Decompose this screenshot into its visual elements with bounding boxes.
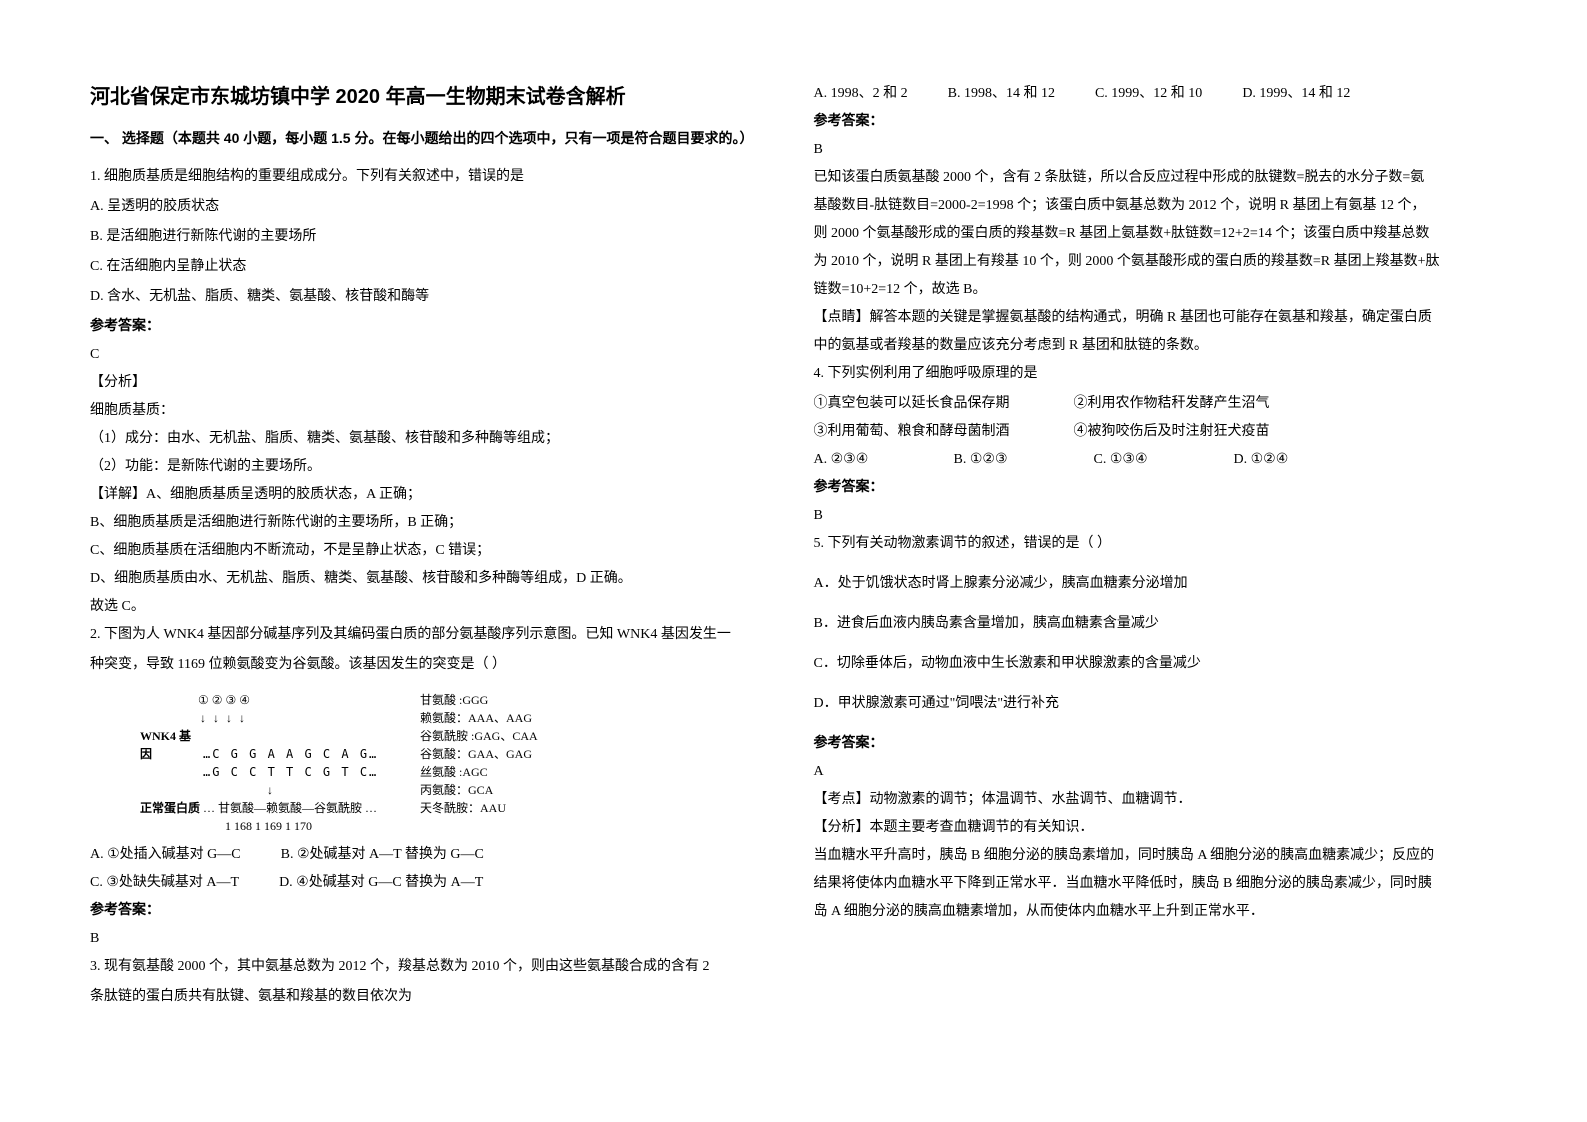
- q5-kp: 【考点】动物激素的调节；体温调节、水盐调节、血糖调节．: [814, 786, 1498, 814]
- fig-blank: [140, 763, 200, 781]
- q1-conclude: 故选 C。: [90, 593, 774, 621]
- q1-option-a: A. 呈透明的胶质状态: [90, 193, 774, 221]
- fig-prot: … 甘氨酸—赖氨酸—谷氨酰胺 …: [203, 801, 377, 815]
- q4-option-c: C. ①③④: [1094, 446, 1194, 474]
- q2-option-a: A. ①处插入碱基对 G—C: [90, 841, 241, 869]
- q1-analysis-3: （2）功能：是新陈代谢的主要场所。: [90, 453, 774, 481]
- q1-analysis-1: 细胞质基质：: [90, 397, 774, 425]
- q4-answer-label: 参考答案：: [814, 474, 1498, 502]
- q5-answer-label: 参考答案：: [814, 730, 1498, 758]
- fig-prot-label: 正常蛋白质: [140, 801, 200, 815]
- q5-option-b: B．进食后血液内胰岛素含量增加，胰高血糖素含量减少: [814, 610, 1498, 638]
- fig-down-arrow: ↓: [140, 781, 400, 799]
- q5-option-c: C．切除垂体后，动物血液中生长激素和甲状腺激素的含量减少: [814, 650, 1498, 678]
- q3-answer: B: [814, 136, 1498, 164]
- fig-r3: 谷氨酰胺 :GAG、CAA: [420, 727, 538, 745]
- fig-r5: 丝氨酸 :AGC: [420, 763, 538, 781]
- q3-answer-label: 参考答案：: [814, 108, 1498, 136]
- q4-options: A. ②③④ B. ①②③ C. ①③④ D. ①②④: [814, 446, 1498, 474]
- q3-option-a: A. 1998、2 和 2: [814, 80, 908, 108]
- fig-r1: 甘氨酸 :GGG: [420, 691, 538, 709]
- q2-option-d: D. ④处碱基对 G—C 替换为 A—T: [279, 869, 483, 897]
- q4-line-1: ①真空包装可以延长食品保存期 ②利用农作物秸秆发酵产生沼气: [814, 390, 1498, 418]
- q3-exp-2: 基酸数目-肽链数目=2000-2=1998 个；该蛋白质中氨基总数为 2012 …: [814, 192, 1498, 220]
- fig-circled: ① ② ③ ④: [140, 691, 400, 709]
- fig-seq-1: …C G G A A G C A G…: [203, 747, 378, 761]
- q5-answer: A: [814, 758, 1498, 786]
- q3-option-c: C. 1999、12 和 10: [1095, 80, 1202, 108]
- q1-detail-2: B、细胞质基质是活细胞进行新陈代谢的主要场所，B 正确；: [90, 509, 774, 537]
- q1-analysis-2: （1）成分：由水、无机盐、脂质、糖类、氨基酸、核苷酸和多种酶等组成；: [90, 425, 774, 453]
- q4-option-b: B. ①②③: [954, 446, 1054, 474]
- left-column: 河北省保定市东城坊镇中学 2020 年高一生物期末试卷含解析 一、 选择题（本题…: [90, 80, 774, 1082]
- q2-answer-label: 参考答案：: [90, 897, 774, 925]
- q3-option-b: B. 1998、14 和 12: [948, 80, 1055, 108]
- fig-seq-2: …G C C T T C G T C…: [203, 765, 378, 779]
- q3-stem-1: 3. 现有氨基酸 2000 个，其中氨基总数为 2012 个，羧基总数为 201…: [90, 953, 774, 981]
- q4-item-1: ①真空包装可以延长食品保存期: [814, 390, 1034, 418]
- q5-stem: 5. 下列有关动物激素调节的叙述，错误的是（ ）: [814, 530, 1498, 558]
- section-header: 一、 选择题（本题共 40 小题，每小题 1.5 分。在每小题给出的四个选项中，…: [90, 127, 774, 149]
- q1-detail-3: C、细胞质基质在活细胞内不断流动，不是呈静止状态，C 错误；: [90, 537, 774, 565]
- q2-stem-1: 2. 下图为人 WNK4 基因部分碱基序列及其编码蛋白质的部分氨基酸序列示意图。…: [90, 621, 774, 649]
- q3-tip-1: 【点睛】解答本题的关键是掌握氨基酸的结构通式，明确 R 基团也可能存在氨基和羧基…: [814, 304, 1498, 332]
- q1-option-d: D. 含水、无机盐、脂质、糖类、氨基酸、核苷酸和酶等: [90, 283, 774, 311]
- q2-figure: ① ② ③ ④ ↓ ↓ ↓ ↓ WNK4 基因 …C G G A A G C A…: [140, 691, 774, 835]
- q4-line-2: ③利用葡萄、粮食和酵母菌制酒 ④被狗咬伤后及时注射狂犬疫苗: [814, 418, 1498, 446]
- q1-answer: C: [90, 341, 774, 369]
- q3-tip-2: 中的氨基或者羧基的数量应该充分考虑到 R 基团和肽链的条数。: [814, 332, 1498, 360]
- q5-exp-2: 结果将使体内血糖水平下降到正常水平．当血糖水平降低时，胰岛 B 细胞分泌的胰岛素…: [814, 870, 1498, 898]
- q1-option-c: C. 在活细胞内呈静止状态: [90, 253, 774, 281]
- q1-stem: 1. 细胞质基质是细胞结构的重要组成成分。下列有关叙述中，错误的是: [90, 163, 774, 191]
- q5-exp-3: 岛 A 细胞分泌的胰高血糖素增加，从而使体内血糖水平上升到正常水平．: [814, 898, 1498, 926]
- q2-stem-2: 种突变，导致 1169 位赖氨酸变为谷氨酸。该基因发生的突变是（ ）: [90, 651, 774, 679]
- fig-arrows: ↓ ↓ ↓ ↓: [140, 709, 400, 727]
- q1-detail-1: 【详解】A、细胞质基质呈透明的胶质状态，A 正确；: [90, 481, 774, 509]
- q2-options-row-1: A. ①处插入碱基对 G—C B. ②处碱基对 A—T 替换为 G—C: [90, 841, 774, 869]
- q3-stem-2: 条肽链的蛋白质共有肽键、氨基和羧基的数目依次为: [90, 983, 774, 1011]
- q3-options: A. 1998、2 和 2 B. 1998、14 和 12 C. 1999、12…: [814, 80, 1498, 108]
- q5-exp-1: 当血糖水平升高时，胰岛 B 细胞分泌的胰岛素增加，同时胰岛 A 细胞分泌的胰高血…: [814, 842, 1498, 870]
- right-column: A. 1998、2 和 2 B. 1998、14 和 12 C. 1999、12…: [814, 80, 1498, 1082]
- q3-exp-4: 为 2010 个，说明 R 基团上有羧基 10 个，则 2000 个氨基酸形成的…: [814, 248, 1498, 276]
- fig-r2: 赖氨酸：AAA、AAG: [420, 709, 538, 727]
- q3-exp-5: 链数=10+2=12 个，故选 B。: [814, 276, 1498, 304]
- q2-option-b: B. ②处碱基对 A—T 替换为 G—C: [281, 841, 484, 869]
- document-title: 河北省保定市东城坊镇中学 2020 年高一生物期末试卷含解析: [90, 80, 774, 109]
- q2-option-c: C. ③处缺失碱基对 A—T: [90, 869, 239, 897]
- fig-r7: 天冬酰胺：AAU: [420, 799, 538, 817]
- fig-nums: 1 168 1 169 1 170: [140, 817, 400, 835]
- fig-wnk-label: WNK4 基因: [140, 727, 200, 763]
- q4-answer: B: [814, 502, 1498, 530]
- q4-item-3: ③利用葡萄、粮食和酵母菌制酒: [814, 418, 1034, 446]
- q5-option-d: D．甲状腺激素可通过"饲喂法"进行补充: [814, 690, 1498, 718]
- q4-item-4: ④被狗咬伤后及时注射狂犬疫苗: [1074, 418, 1270, 446]
- fig-r4: 谷氨酸：GAA、GAG: [420, 745, 538, 763]
- q3-exp-3: 则 2000 个氨基酸形成的蛋白质的羧基数=R 基团上氨基数+肽链数=12+2=…: [814, 220, 1498, 248]
- q4-option-a: A. ②③④: [814, 446, 914, 474]
- q1-option-b: B. 是活细胞进行新陈代谢的主要场所: [90, 223, 774, 251]
- q1-detail-4: D、细胞质基质由水、无机盐、脂质、糖类、氨基酸、核苷酸和多种酶等组成，D 正确。: [90, 565, 774, 593]
- q4-option-d: D. ①②④: [1234, 446, 1289, 474]
- q2-options-row-2: C. ③处缺失碱基对 A—T D. ④处碱基对 G—C 替换为 A—T: [90, 869, 774, 897]
- q3-exp-1: 已知该蛋白质氨基酸 2000 个，含有 2 条肽链，所以合反应过程中形成的肽键数…: [814, 164, 1498, 192]
- q1-answer-label: 参考答案：: [90, 313, 774, 341]
- q1-analysis-label: 【分析】: [90, 369, 774, 397]
- q4-stem: 4. 下列实例利用了细胞呼吸原理的是: [814, 360, 1498, 388]
- q2-answer: B: [90, 925, 774, 953]
- q5-option-a: A．处于饥饿状态时肾上腺素分泌减少，胰高血糖素分泌增加: [814, 570, 1498, 598]
- q4-item-2: ②利用农作物秸秆发酵产生沼气: [1074, 390, 1270, 418]
- q5-fx: 【分析】本题主要考查血糖调节的有关知识．: [814, 814, 1498, 842]
- fig-r6: 丙氨酸：GCA: [420, 781, 538, 799]
- q3-option-d: D. 1999、14 和 12: [1242, 80, 1350, 108]
